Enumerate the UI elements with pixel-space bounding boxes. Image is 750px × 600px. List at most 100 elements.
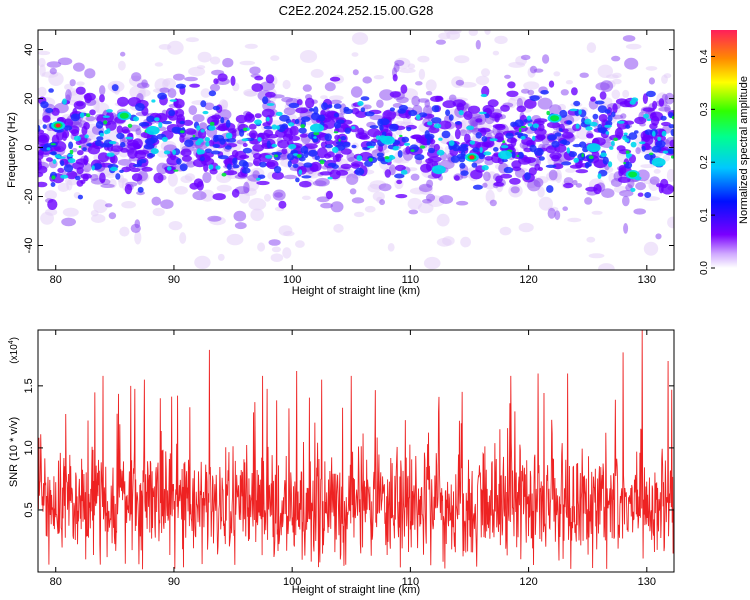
heatmap-cell-1752 — [403, 142, 411, 146]
heatmap-cell-1530 — [259, 161, 267, 168]
heatmap-cell-147 — [643, 241, 659, 256]
heatmap-cell-1691 — [342, 141, 351, 148]
heatmap-cell-27 — [538, 196, 554, 211]
heatmap-cell-366 — [444, 30, 462, 35]
heatmap-cell-1343 — [524, 98, 537, 109]
heatmap-cell-849 — [661, 93, 668, 101]
heatmap-cell-424 — [649, 176, 660, 185]
heatmap-cell-1632 — [239, 129, 245, 137]
heatmap-cell-33 — [167, 40, 184, 55]
heatmap-cell-1398 — [266, 134, 279, 139]
heatmap-cell-1492 — [313, 106, 319, 115]
heatmap-cell-714 — [529, 65, 538, 74]
heatmap-cell-1470 — [257, 174, 266, 179]
heatmap-cell-1458 — [45, 107, 54, 114]
heatmap-cell-1829 — [84, 134, 89, 139]
heatmap-cell-427 — [455, 79, 465, 86]
heatmap-cell-1836 — [78, 145, 82, 148]
heatmap-cell-1656 — [401, 136, 410, 143]
heatmap-cell-1279 — [179, 134, 185, 143]
heatmap-cell-1664 — [448, 145, 454, 150]
heatmap-cell-1682 — [334, 121, 341, 129]
heatmap-cell-1166 — [623, 120, 635, 125]
heatmap-cell-1498 — [431, 117, 442, 124]
heatmap-cell-1651 — [501, 158, 508, 163]
snr-xtick-label-1: 90 — [168, 576, 180, 588]
heatmap-cell-140 — [537, 186, 545, 198]
heatmap-cell-1474 — [143, 144, 155, 150]
heatmap-cell-1841 — [384, 156, 390, 160]
heatmap-cell-1667 — [295, 177, 300, 183]
heatmap-cell-1657 — [351, 144, 357, 149]
heatmap-cell-244 — [468, 30, 478, 36]
heatmap-cell-1715 — [436, 149, 445, 156]
heatmap-cell-1723 — [288, 143, 297, 150]
heatmap-cell-1486 — [344, 127, 351, 134]
heatmap-cell-1400 — [75, 175, 81, 181]
heatmap-cell-1863 — [520, 125, 527, 129]
heatmap-cell-713 — [562, 206, 568, 211]
heatmap-cell-1761 — [73, 135, 81, 142]
heatmap-cell-1796 — [652, 130, 656, 137]
heatmap-cell-748 — [198, 122, 208, 131]
heatmap-cell-1727 — [109, 166, 118, 172]
heatmap-cell-758 — [233, 210, 247, 222]
heatmap-cell-618 — [611, 55, 621, 62]
colorbar: 0.0 0.1 0.2 0.3 0.4 Normalized spectral ampl… — [699, 30, 750, 275]
heatmap-cell-176 — [367, 183, 382, 193]
heatmap-cell-1790 — [161, 136, 168, 142]
heatmap-cell-1601 — [219, 138, 226, 145]
heatmap-cell-1821 — [624, 138, 630, 143]
heatmap-cell-1434 — [628, 132, 638, 140]
snr-ytick-label-0: 0.5 — [23, 502, 35, 517]
heatmap-cell-841 — [352, 69, 359, 76]
heatmap-cell-1744 — [150, 148, 159, 155]
heatmap-cell-259 — [282, 79, 291, 90]
heatmap-cell-1779 — [630, 187, 636, 192]
heatmap-cell-202 — [387, 243, 395, 252]
heatmap-cell-305 — [52, 17, 60, 23]
heatmap-cell-329 — [248, 198, 267, 211]
heatmap-cell-1165 — [500, 104, 510, 112]
heatmap-cell-526 — [85, 115, 96, 122]
heatmap-cell-361 — [45, 208, 58, 216]
heatmap-cell-1611 — [199, 156, 205, 162]
heatmap-cell-1491 — [641, 146, 646, 152]
heatmap-cell-1885 — [586, 143, 601, 153]
heatmap-cell-1755 — [265, 154, 273, 159]
heatmap-xtick-label-1: 90 — [168, 274, 180, 286]
colorbar-ticks: 0.0 0.1 0.2 0.3 0.4 — [699, 49, 715, 275]
heatmap-cell-780 — [117, 159, 132, 166]
heatmap-cell-815 — [72, 148, 78, 153]
heatmap-cell-1621 — [668, 148, 673, 154]
heatmap-cell-1823 — [202, 110, 209, 115]
heatmap-cell-1054 — [351, 107, 360, 115]
heatmap-cell-473 — [234, 222, 247, 230]
heatmap-cell-1146 — [658, 183, 664, 194]
heatmap-cell-1872 — [55, 123, 61, 128]
heatmap-cell-1164 — [231, 129, 237, 140]
heatmap-cell-1740 — [91, 165, 95, 171]
heatmap-cell-153 — [244, 43, 258, 49]
heatmap-cell-840 — [619, 190, 634, 197]
heatmap-cell-1535 — [311, 112, 320, 121]
heatmap-cell-1856 — [368, 157, 374, 162]
heatmap-cell-1392 — [215, 125, 230, 131]
heatmap-cell-1133 — [661, 183, 674, 195]
heatmap-cell-879 — [520, 54, 531, 61]
snr-xtick-label-4: 120 — [519, 576, 537, 588]
heatmap-cell-1816 — [575, 123, 580, 129]
colorbar-tick-label-4: 0.4 — [699, 49, 710, 63]
heatmap-cell-605 — [316, 196, 330, 203]
heatmap-cell-619 — [351, 197, 365, 204]
heatmap-cell-1837 — [209, 121, 215, 126]
heatmap-cell-1673 — [394, 173, 405, 179]
heatmap-cell-1814 — [225, 132, 233, 139]
heatmap-cell-1037 — [76, 150, 84, 156]
heatmap-cell-1009 — [231, 188, 240, 198]
heatmap-cell-1647 — [547, 134, 558, 141]
heatmap-cell-20 — [373, 75, 385, 80]
heatmap-cell-943 — [400, 84, 408, 94]
heatmap-cell-977 — [251, 83, 264, 92]
heatmap-cell-1344 — [643, 133, 651, 143]
